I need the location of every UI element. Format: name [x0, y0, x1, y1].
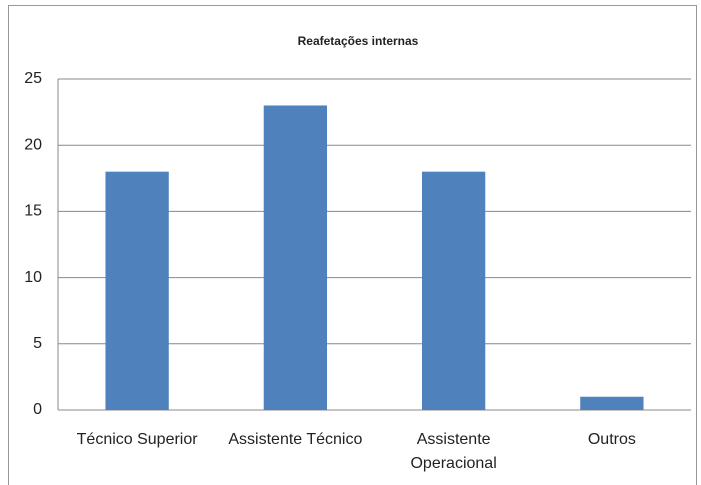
chart-title: Reafetações internas: [298, 34, 419, 48]
x-tick-label: Assistente Operacional: [410, 431, 496, 472]
x-tick-label: Assistente Técnico: [228, 431, 362, 448]
y-tick-label: 10: [24, 269, 42, 286]
chart-frame: [8, 5, 697, 485]
bar: [105, 171, 169, 410]
x-tick-label: Técnico Superior: [77, 431, 199, 448]
y-tick-label: 25: [24, 70, 42, 87]
y-tick-label: 5: [33, 335, 42, 352]
bar: [580, 396, 644, 410]
y-tick-label: 15: [24, 203, 42, 220]
y-tick-label: 0: [33, 401, 42, 418]
bar: [263, 105, 328, 410]
y-tick-label: 20: [24, 136, 42, 153]
bar: [421, 171, 486, 410]
x-tick-label: Outros: [588, 431, 636, 448]
